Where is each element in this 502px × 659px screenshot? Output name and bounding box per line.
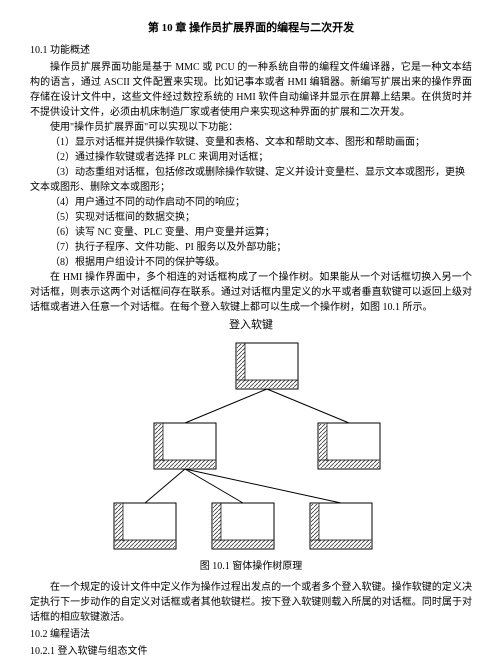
list-item: （2）通过操作软键或者选择 PLC 来调用对话框；	[30, 150, 472, 165]
list-item: （4）用户通过不同的动作启动不同的响应；	[30, 195, 472, 210]
list-item: （6）读写 NC 变量、PLC 变量、用户变量并运算；	[30, 225, 472, 240]
paragraph-4: 在一个规定的设计文件中定义作为操作过程出发点的一个或者多个登入软键。操作软键的定…	[30, 580, 472, 625]
paragraph-2: 使用"操作员扩展界面"可以实现以下功能：	[30, 120, 472, 135]
section-1021-title: 10.2.1 登入软键与组态文件	[30, 644, 472, 659]
list-item: （8）根据用户组设计不同的保护等级。	[30, 255, 472, 270]
chapter-title: 第 10 章 操作员扩展界面的编程与二次开发	[30, 20, 472, 37]
paragraph-3: 在 HMI 操作界面中，多个相连的对话框构成了一个操作树。如果能从一个对话框切换…	[30, 270, 472, 315]
feature-list: （1）显示对话框并提供操作软键、变量和表格、文本和帮助文本、图形和帮助画面；（2…	[30, 135, 472, 270]
list-item: （1）显示对话框并提供操作软键、变量和表格、文本和帮助文本、图形和帮助画面；	[30, 135, 472, 150]
diagram-label: 登入软键	[30, 317, 472, 334]
tree-diagram	[30, 335, 472, 557]
section-102-title: 10.2 编程语法	[30, 627, 472, 642]
paragraph-1: 操作员扩展界面功能是基于 MMC 或 PCU 的一种系统自带的编程文件编译器，它…	[30, 60, 472, 120]
list-item: （7）执行子程序、文件功能、PI 服务以及外部功能；	[30, 240, 472, 255]
section-101-title: 10.1 功能概述	[30, 43, 472, 58]
list-item: （3）动态重组对话框，包括修改或删除操作软键、定义并设计变量栏、显示文本或图形，…	[30, 165, 472, 195]
list-item: （5）实现对话框间的数据交换；	[30, 210, 472, 225]
figure-caption: 图 10.1 窗体操作树原理	[30, 559, 472, 574]
